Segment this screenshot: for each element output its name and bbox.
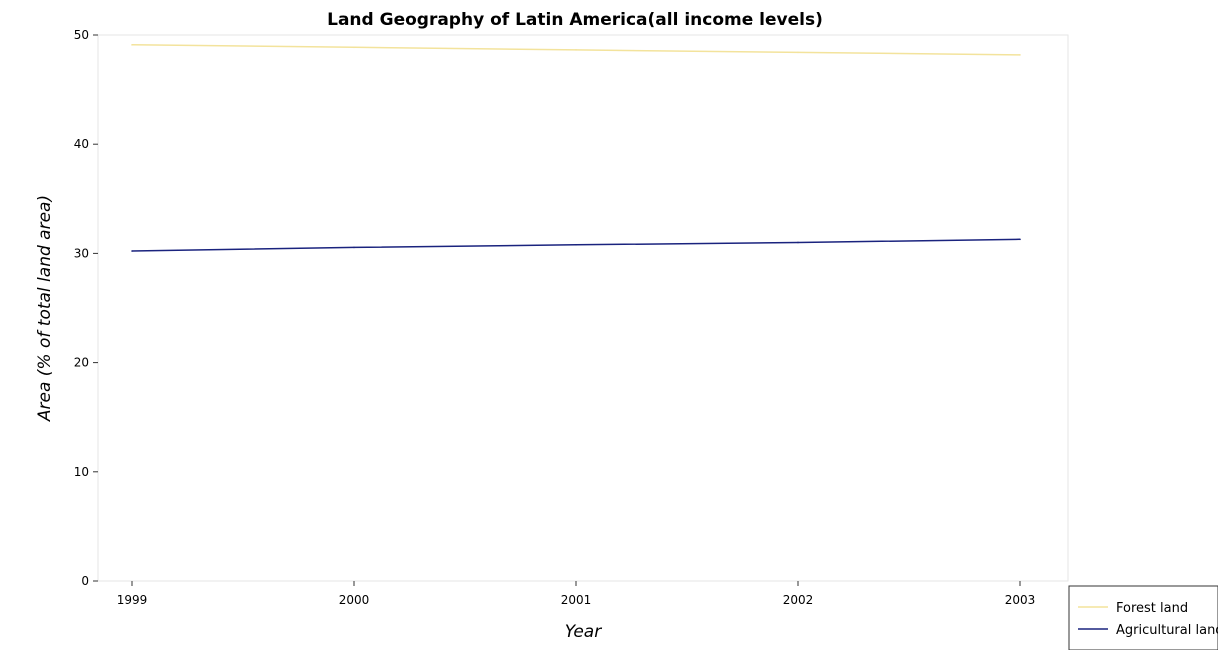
data-point-agricultural-land	[131, 250, 133, 252]
x-tick-label: 1999	[117, 593, 148, 607]
y-axis-label: Area (% of total land area)	[35, 195, 55, 422]
data-point-agricultural-land	[797, 241, 799, 244]
y-tick-label: 10	[74, 465, 89, 479]
legend: Forest land Agricultural land	[1068, 585, 1218, 650]
series-lines	[131, 44, 1021, 252]
data-point-forest-land	[797, 51, 799, 54]
x-tick-label: 2001	[561, 593, 592, 607]
chart-title: Land Geography of Latin America(all inco…	[327, 10, 823, 30]
data-point-forest-land	[1019, 54, 1021, 56]
data-point-agricultural-land	[575, 243, 577, 246]
y-tick-label: 30	[74, 246, 89, 260]
data-point-forest-land	[353, 46, 355, 49]
y-tick-label: 0	[81, 574, 89, 588]
data-point-forest-land	[575, 49, 577, 51]
plot-area	[97, 34, 1069, 582]
x-tick-label: 2000	[339, 593, 370, 607]
x-axis-label: Year	[565, 622, 602, 642]
legend-box	[1068, 585, 1218, 650]
data-point-agricultural-land	[353, 246, 355, 249]
y-tick-label: 20	[74, 356, 89, 370]
x-tick-label: 2002	[783, 593, 814, 607]
legend-label-agricultural-land: Agricultural land	[1116, 623, 1218, 638]
legend-label-forest-land: Forest land	[1116, 601, 1188, 616]
x-tick-label: 2003	[1005, 593, 1036, 607]
y-axis-ticks: 0 10 20 30 40 50	[74, 28, 98, 588]
x-axis-ticks: 1999 2000 2001 2002 2003	[117, 581, 1036, 607]
data-point-forest-land	[131, 44, 133, 46]
y-tick-label: 50	[74, 28, 89, 42]
data-point-agricultural-land	[1019, 238, 1021, 241]
y-tick-label: 40	[74, 137, 89, 151]
